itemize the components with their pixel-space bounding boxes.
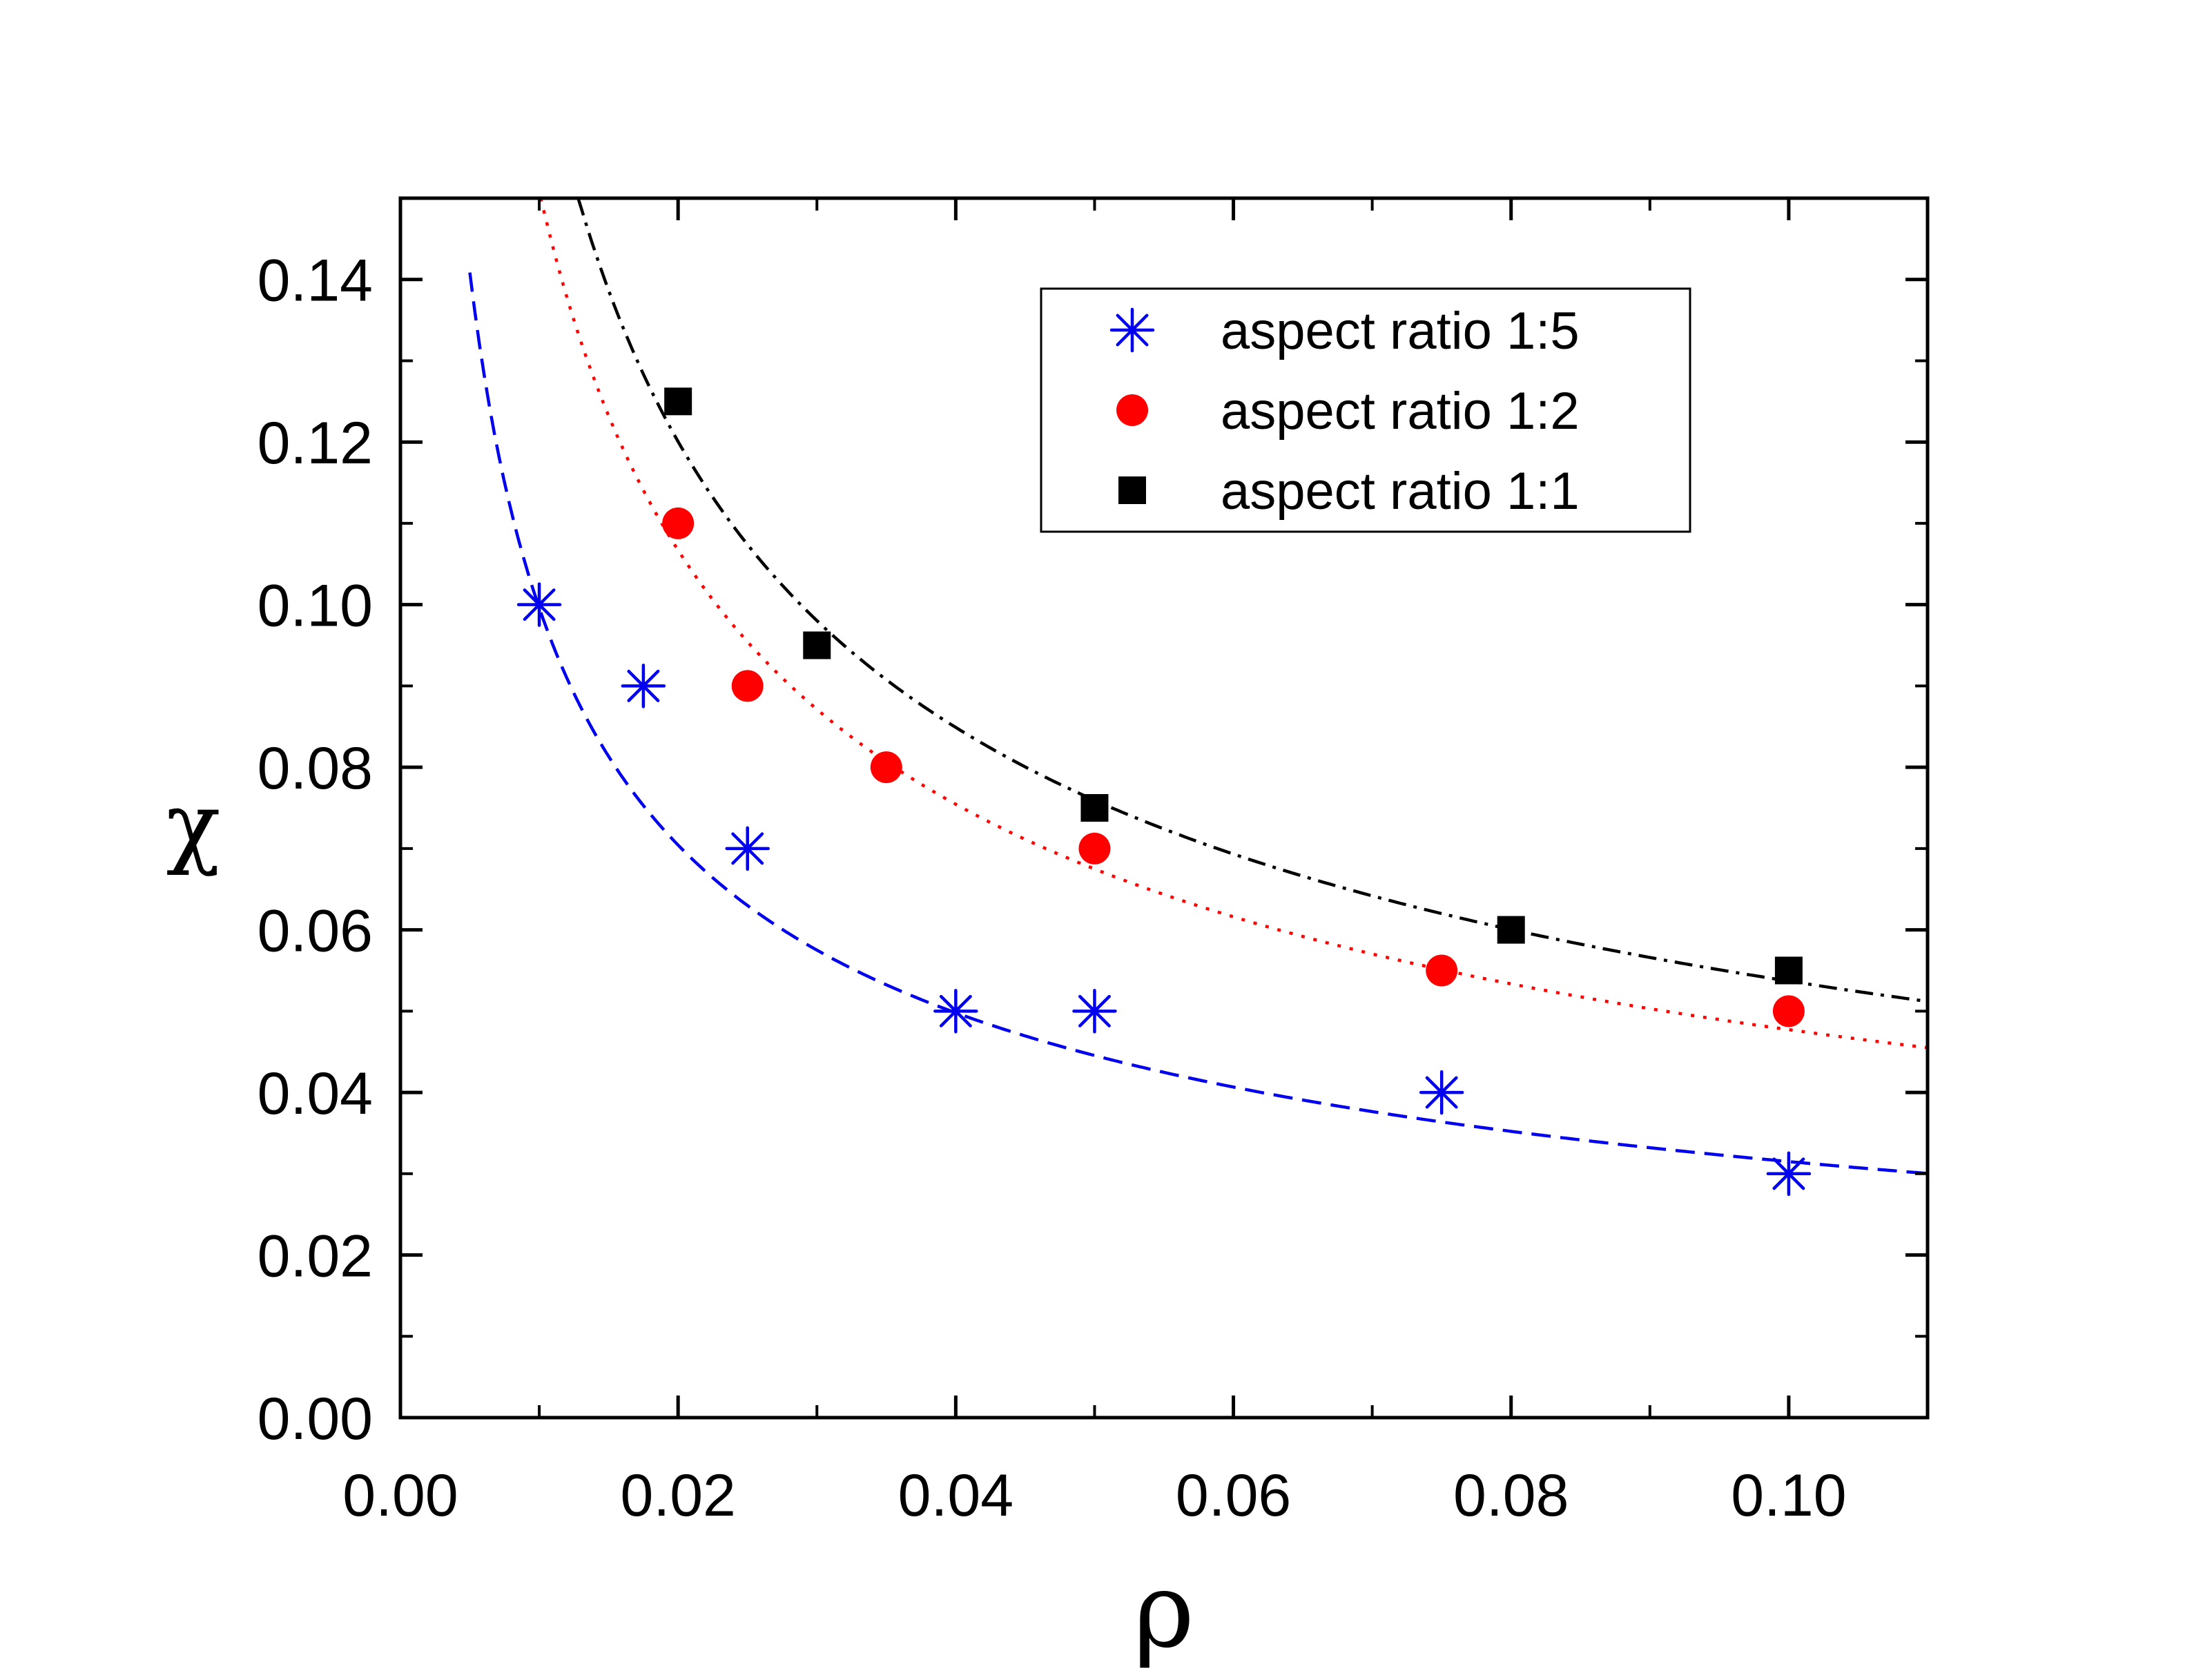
x-tick-label: 0.10 (1731, 1462, 1846, 1529)
y-axis-title: χ (166, 773, 221, 878)
y-tick-label: 0.14 (258, 248, 373, 314)
asterisk-stroke (1772, 1157, 1805, 1190)
x-tick-label: 0.04 (898, 1462, 1013, 1529)
data-point (1772, 995, 1805, 1027)
data-point (731, 670, 764, 702)
asterisk-stroke (731, 832, 764, 865)
legend: aspect ratio 1:5 aspect ratio 1:2 aspect r… (1040, 287, 1691, 533)
y-tick-label: 0.12 (258, 410, 373, 476)
asterisk-stroke (627, 669, 660, 702)
fit-curves (468, 197, 1928, 1175)
y-tick-label: 0.10 (258, 573, 373, 639)
legend-marker (1116, 394, 1148, 426)
data-point (870, 751, 902, 784)
data-point (621, 664, 666, 708)
data-point (664, 387, 692, 416)
legend-label: aspect ratio 1:2 (1221, 382, 1580, 441)
x-axis-title: ρ (1134, 1551, 1194, 1671)
data-point (1078, 832, 1111, 865)
asterisk-stroke (939, 994, 972, 1027)
data-point (1419, 1070, 1464, 1115)
data-point (662, 507, 695, 539)
legend-label: aspect ratio 1:5 (1221, 302, 1580, 360)
data-point (516, 582, 562, 627)
y-tick-label: 0.02 (258, 1224, 373, 1290)
asterisk-stroke (1078, 994, 1111, 1027)
plot-frame (398, 196, 1930, 1420)
axis-ticks (398, 197, 1929, 1420)
asterisk-stroke (1425, 1076, 1458, 1109)
x-tick-label: 0.02 (620, 1462, 735, 1529)
data-point (1072, 989, 1117, 1034)
asterisk-stroke (523, 588, 556, 621)
legend-marker (1109, 307, 1155, 353)
data-points (516, 387, 1812, 1197)
legend-marker (1118, 476, 1146, 504)
data-point (1766, 1151, 1812, 1197)
y-tick-label: 0.08 (258, 735, 373, 802)
data-point (1497, 916, 1525, 944)
data-point (725, 826, 770, 871)
legend-label: aspect ratio 1:1 (1221, 462, 1580, 521)
y-tick-label: 0.04 (258, 1061, 373, 1127)
fit-curve-aspect-ratio-1-5 (468, 272, 1928, 1175)
y-tick-label: 0.00 (258, 1386, 373, 1452)
data-point (1080, 794, 1109, 822)
data-point (933, 989, 978, 1034)
data-point (803, 631, 831, 659)
x-tick-label: 0.06 (1176, 1462, 1291, 1529)
tick-labels: 0.00 0.02 0.04 0.06 0.08 0.10 0.00 0.02 0.04 0.06… (258, 248, 1847, 1529)
asterisk-stroke (1116, 313, 1149, 347)
x-tick-label: 0.00 (342, 1462, 458, 1529)
y-tick-label: 0.06 (258, 898, 373, 965)
x-tick-label: 0.08 (1453, 1462, 1569, 1529)
data-point (1774, 956, 1803, 985)
fit-curve-aspect-ratio-1-1 (576, 197, 1928, 1003)
data-point (1426, 954, 1458, 987)
